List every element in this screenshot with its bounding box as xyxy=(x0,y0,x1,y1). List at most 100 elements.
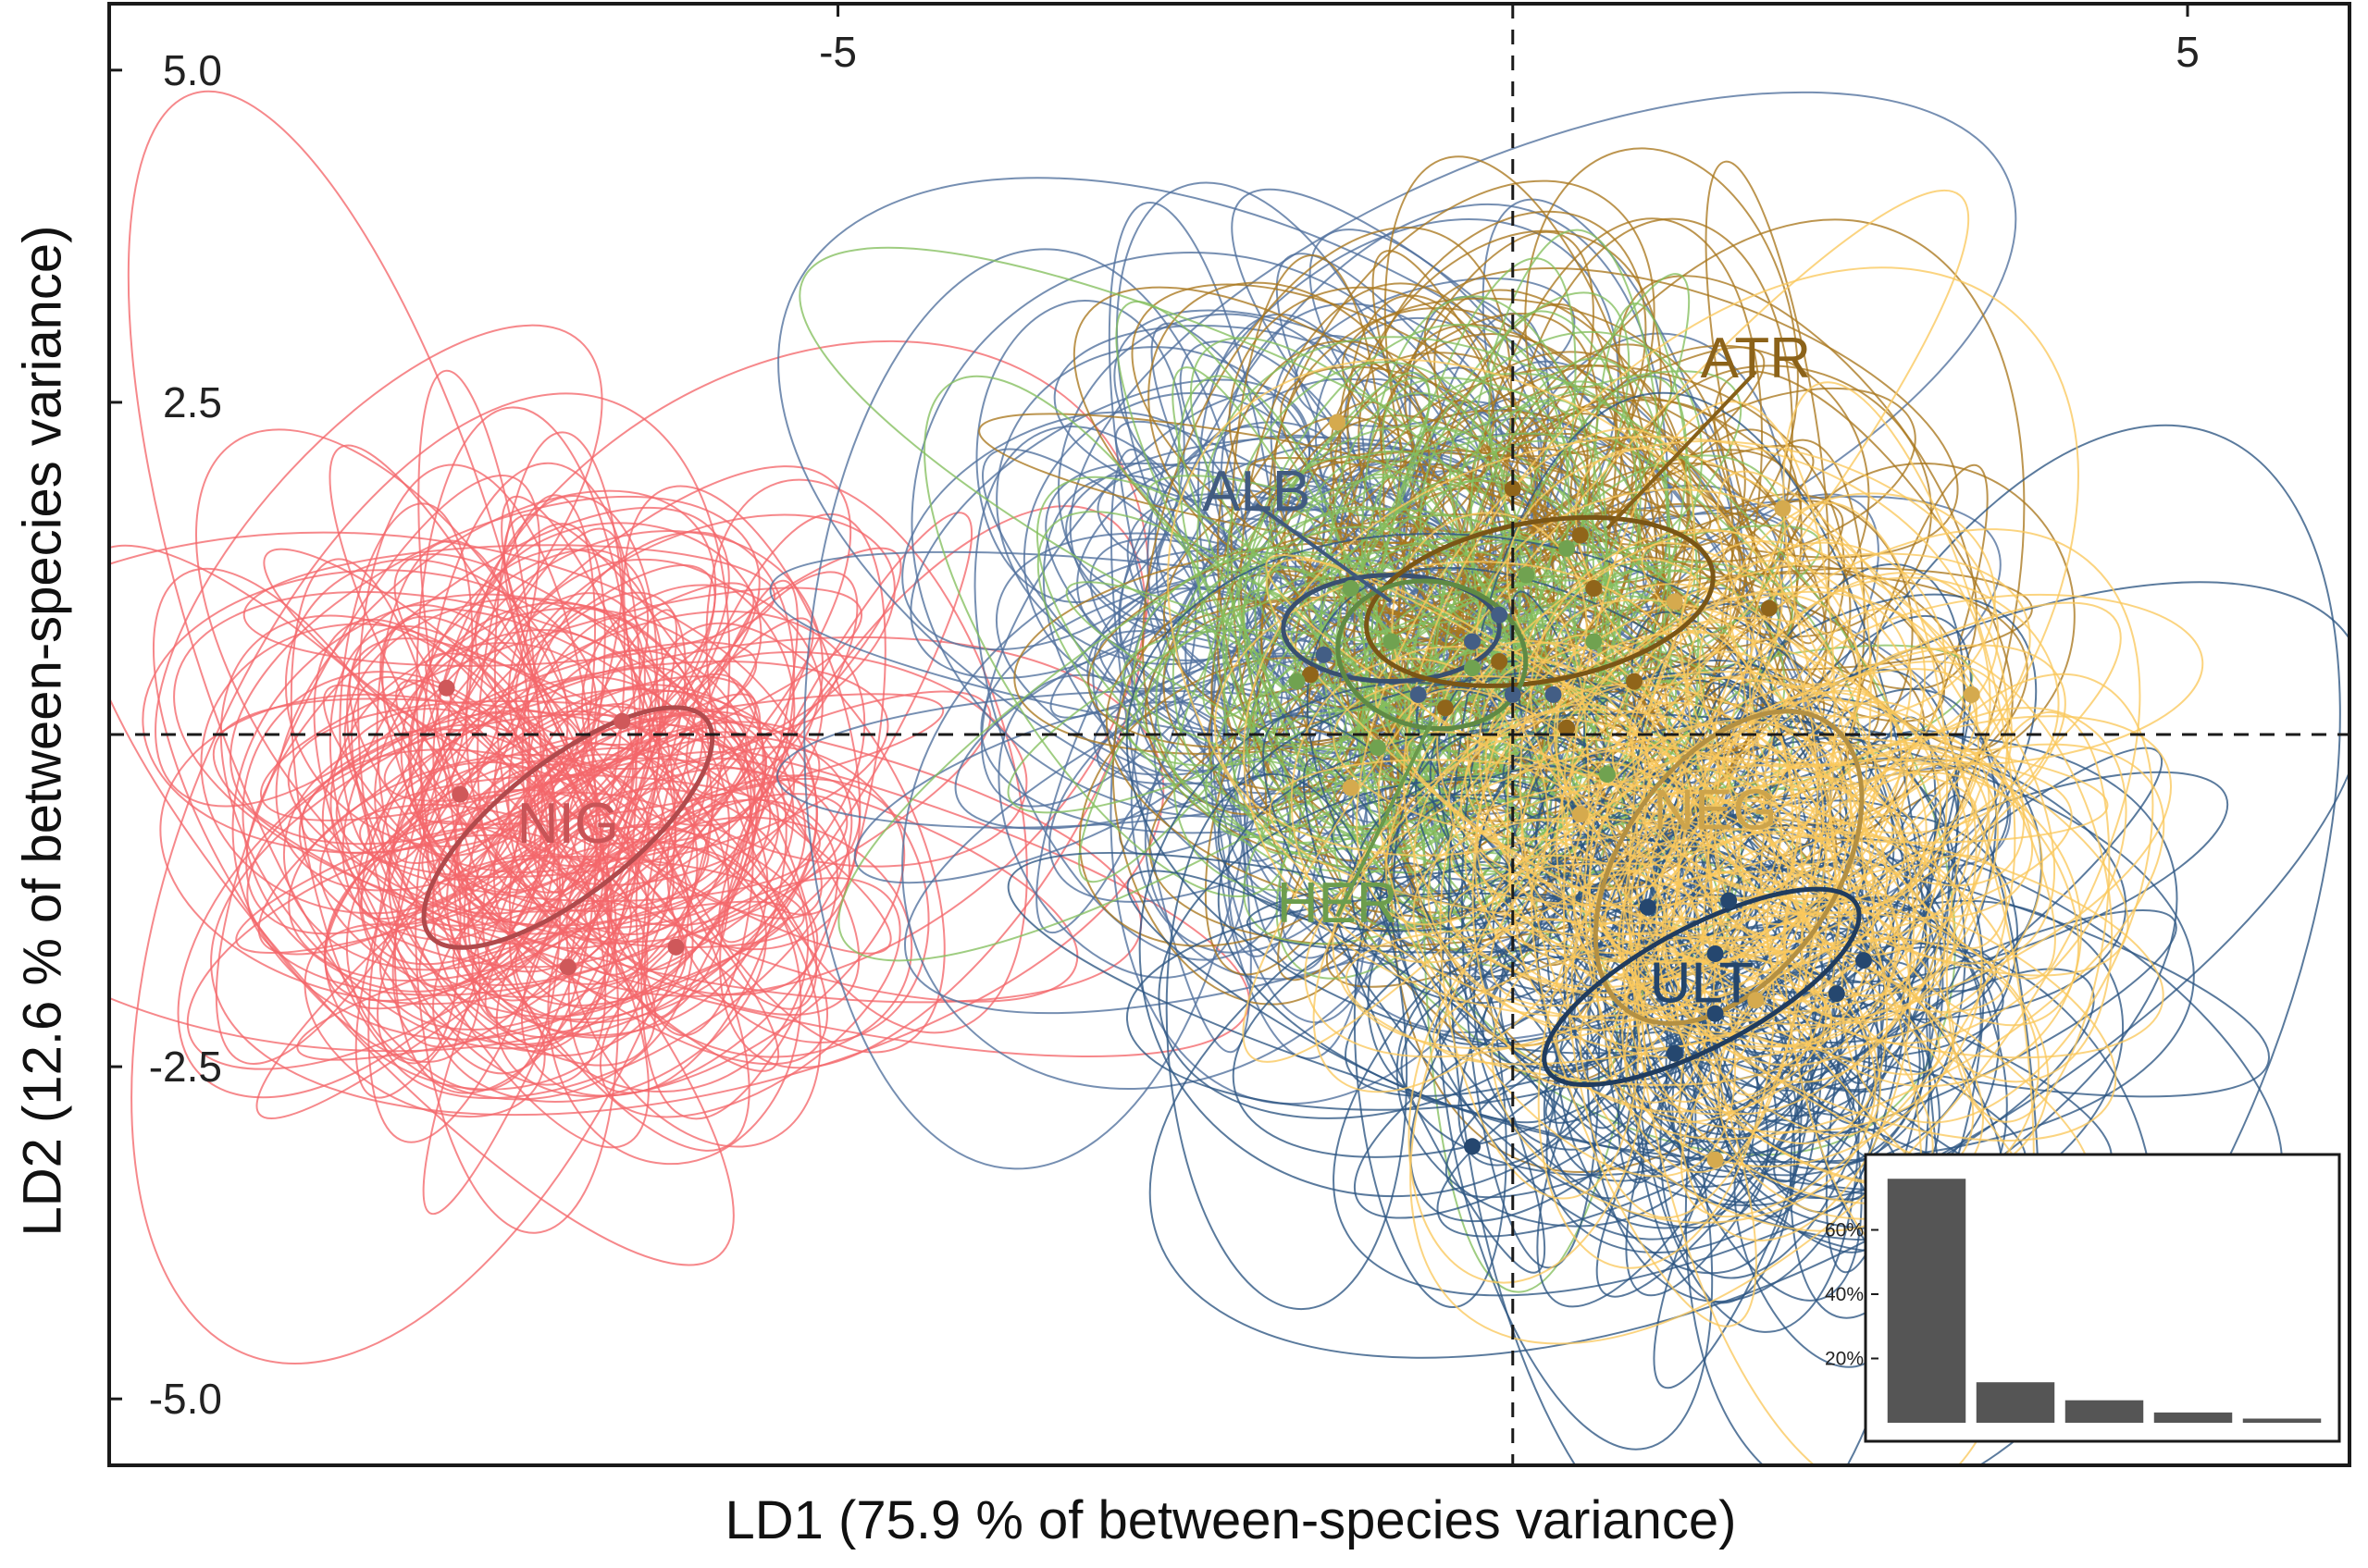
sample-ellipse xyxy=(1237,508,1678,784)
sample-ellipse xyxy=(1464,819,1704,980)
inset-bar-ld2 xyxy=(1976,1382,2055,1423)
sample-ellipse xyxy=(130,392,731,1364)
data-point-ult xyxy=(1706,1005,1724,1022)
sample-ellipse xyxy=(242,671,556,993)
sample-ellipse xyxy=(1105,596,1680,920)
data-point-her xyxy=(1342,580,1359,597)
data-point-ult xyxy=(1666,1044,1683,1062)
data-point-neg xyxy=(1666,593,1683,611)
sample-ellipse xyxy=(329,444,613,941)
data-point-her xyxy=(1585,633,1603,650)
sample-ellipse xyxy=(484,617,814,1019)
data-point-alb xyxy=(1315,646,1333,663)
sample-ellipse xyxy=(432,340,1150,997)
y-tick-label: 5.0 xyxy=(163,46,222,94)
sample-ellipse xyxy=(1628,560,2036,1465)
group-nig-ellipses xyxy=(109,90,1250,1364)
data-point-neg xyxy=(1571,806,1589,823)
sample-ellipse xyxy=(1562,401,1836,1219)
sample-ellipse xyxy=(290,558,462,1065)
sample-ellipse xyxy=(446,747,769,1037)
sample-ellipse xyxy=(975,300,1185,603)
sample-ellipse xyxy=(1519,634,1717,1104)
sample-ellipse xyxy=(1585,722,1841,1116)
sample-ellipse xyxy=(1165,772,1408,1311)
group-label-alb: ALB xyxy=(1202,460,1310,524)
data-point-atr xyxy=(1558,719,1576,736)
sample-ellipse xyxy=(911,251,1497,819)
label-leader-her xyxy=(1335,720,1434,918)
sample-ellipse xyxy=(477,494,597,892)
sample-ellipse xyxy=(1574,447,2026,887)
data-point-her xyxy=(1369,739,1386,757)
mean-ellipse-ult xyxy=(1542,886,1862,1088)
sample-ellipse xyxy=(1631,590,1980,899)
sample-ellipse xyxy=(1555,599,1915,825)
sample-ellipse xyxy=(1637,572,2009,1116)
sample-ellipse xyxy=(1436,640,1680,913)
sample-ellipse xyxy=(1717,470,2056,980)
data-point-neg xyxy=(1963,685,1980,703)
mean-ellipse-atr xyxy=(1364,514,1716,688)
sample-ellipse xyxy=(1353,862,1507,1309)
x-tick-label: -5 xyxy=(819,28,857,76)
sample-ellipse xyxy=(1491,916,1877,1224)
sample-ellipse xyxy=(329,641,635,927)
sample-ellipse xyxy=(1265,558,1940,1076)
inset-bar-ld4 xyxy=(2153,1412,2233,1423)
sample-ellipse xyxy=(1841,673,2154,1124)
sample-ellipse xyxy=(465,495,658,894)
sample-ellipse xyxy=(1534,719,2127,1021)
sample-ellipse xyxy=(235,750,750,955)
y-axis-title: LD2 (12.6 % of between-species variance) xyxy=(12,225,73,1237)
sample-ellipse xyxy=(322,684,640,1001)
sample-ellipse xyxy=(186,833,564,1070)
sample-ellipse xyxy=(1506,611,1590,998)
sample-ellipse xyxy=(1563,592,1862,858)
sample-ellipse xyxy=(1553,631,1970,945)
data-point-ult xyxy=(1720,892,1738,909)
y-tick-label: 2.5 xyxy=(163,378,222,426)
sample-ellipse xyxy=(1636,826,2164,1059)
sample-ellipse xyxy=(1783,755,1999,1020)
inset-y-tick-label: 20% xyxy=(1825,1349,1864,1370)
sample-ellipse xyxy=(1945,710,2111,1123)
sample-ellipse xyxy=(1730,492,1996,719)
data-point-atr xyxy=(1504,480,1521,498)
group-label-nig: NIG xyxy=(517,792,619,856)
mean-ellipse-alb xyxy=(1281,573,1502,685)
data-point-nig xyxy=(438,679,455,697)
sample-ellipse xyxy=(1459,552,2031,890)
data-point-nig xyxy=(559,958,577,976)
data-point-atr xyxy=(1760,599,1778,617)
sample-ellipse xyxy=(354,527,624,1099)
sample-ellipse xyxy=(777,177,1763,883)
group-label-atr: ATR xyxy=(1701,327,1811,390)
sample-ellipse xyxy=(924,375,1292,898)
inset-bar-ld1 xyxy=(1887,1179,1966,1423)
data-point-her xyxy=(1382,633,1400,650)
sample-ellipse xyxy=(388,610,866,998)
sample-ellipse xyxy=(515,513,896,771)
data-point-atr xyxy=(1626,673,1643,690)
inset-bar-ld5 xyxy=(2242,1418,2322,1423)
sample-ellipse xyxy=(388,820,656,1067)
data-point-nig xyxy=(667,938,685,956)
data-point-ult xyxy=(1854,952,1872,969)
sample-ellipse xyxy=(910,378,1311,680)
group-neg-ellipses xyxy=(1167,189,2204,1465)
sample-ellipse xyxy=(1447,273,1691,772)
sample-ellipse xyxy=(1860,762,2080,1027)
group-label-ult: ULT xyxy=(1650,951,1754,1015)
sample-ellipse xyxy=(1608,743,2165,1141)
sample-ellipse xyxy=(537,757,1079,1003)
data-point-neg xyxy=(1774,500,1791,517)
sample-ellipse xyxy=(374,628,661,915)
data-point-nig xyxy=(614,712,631,730)
inset-y-tick-label: 60% xyxy=(1825,1220,1864,1241)
data-point-alb xyxy=(1491,606,1508,623)
data-point-alb xyxy=(1544,685,1562,703)
sample-ellipse xyxy=(1403,266,2079,989)
sample-ellipse xyxy=(1595,644,2066,965)
mean-ellipse-neg xyxy=(1593,709,1865,1026)
